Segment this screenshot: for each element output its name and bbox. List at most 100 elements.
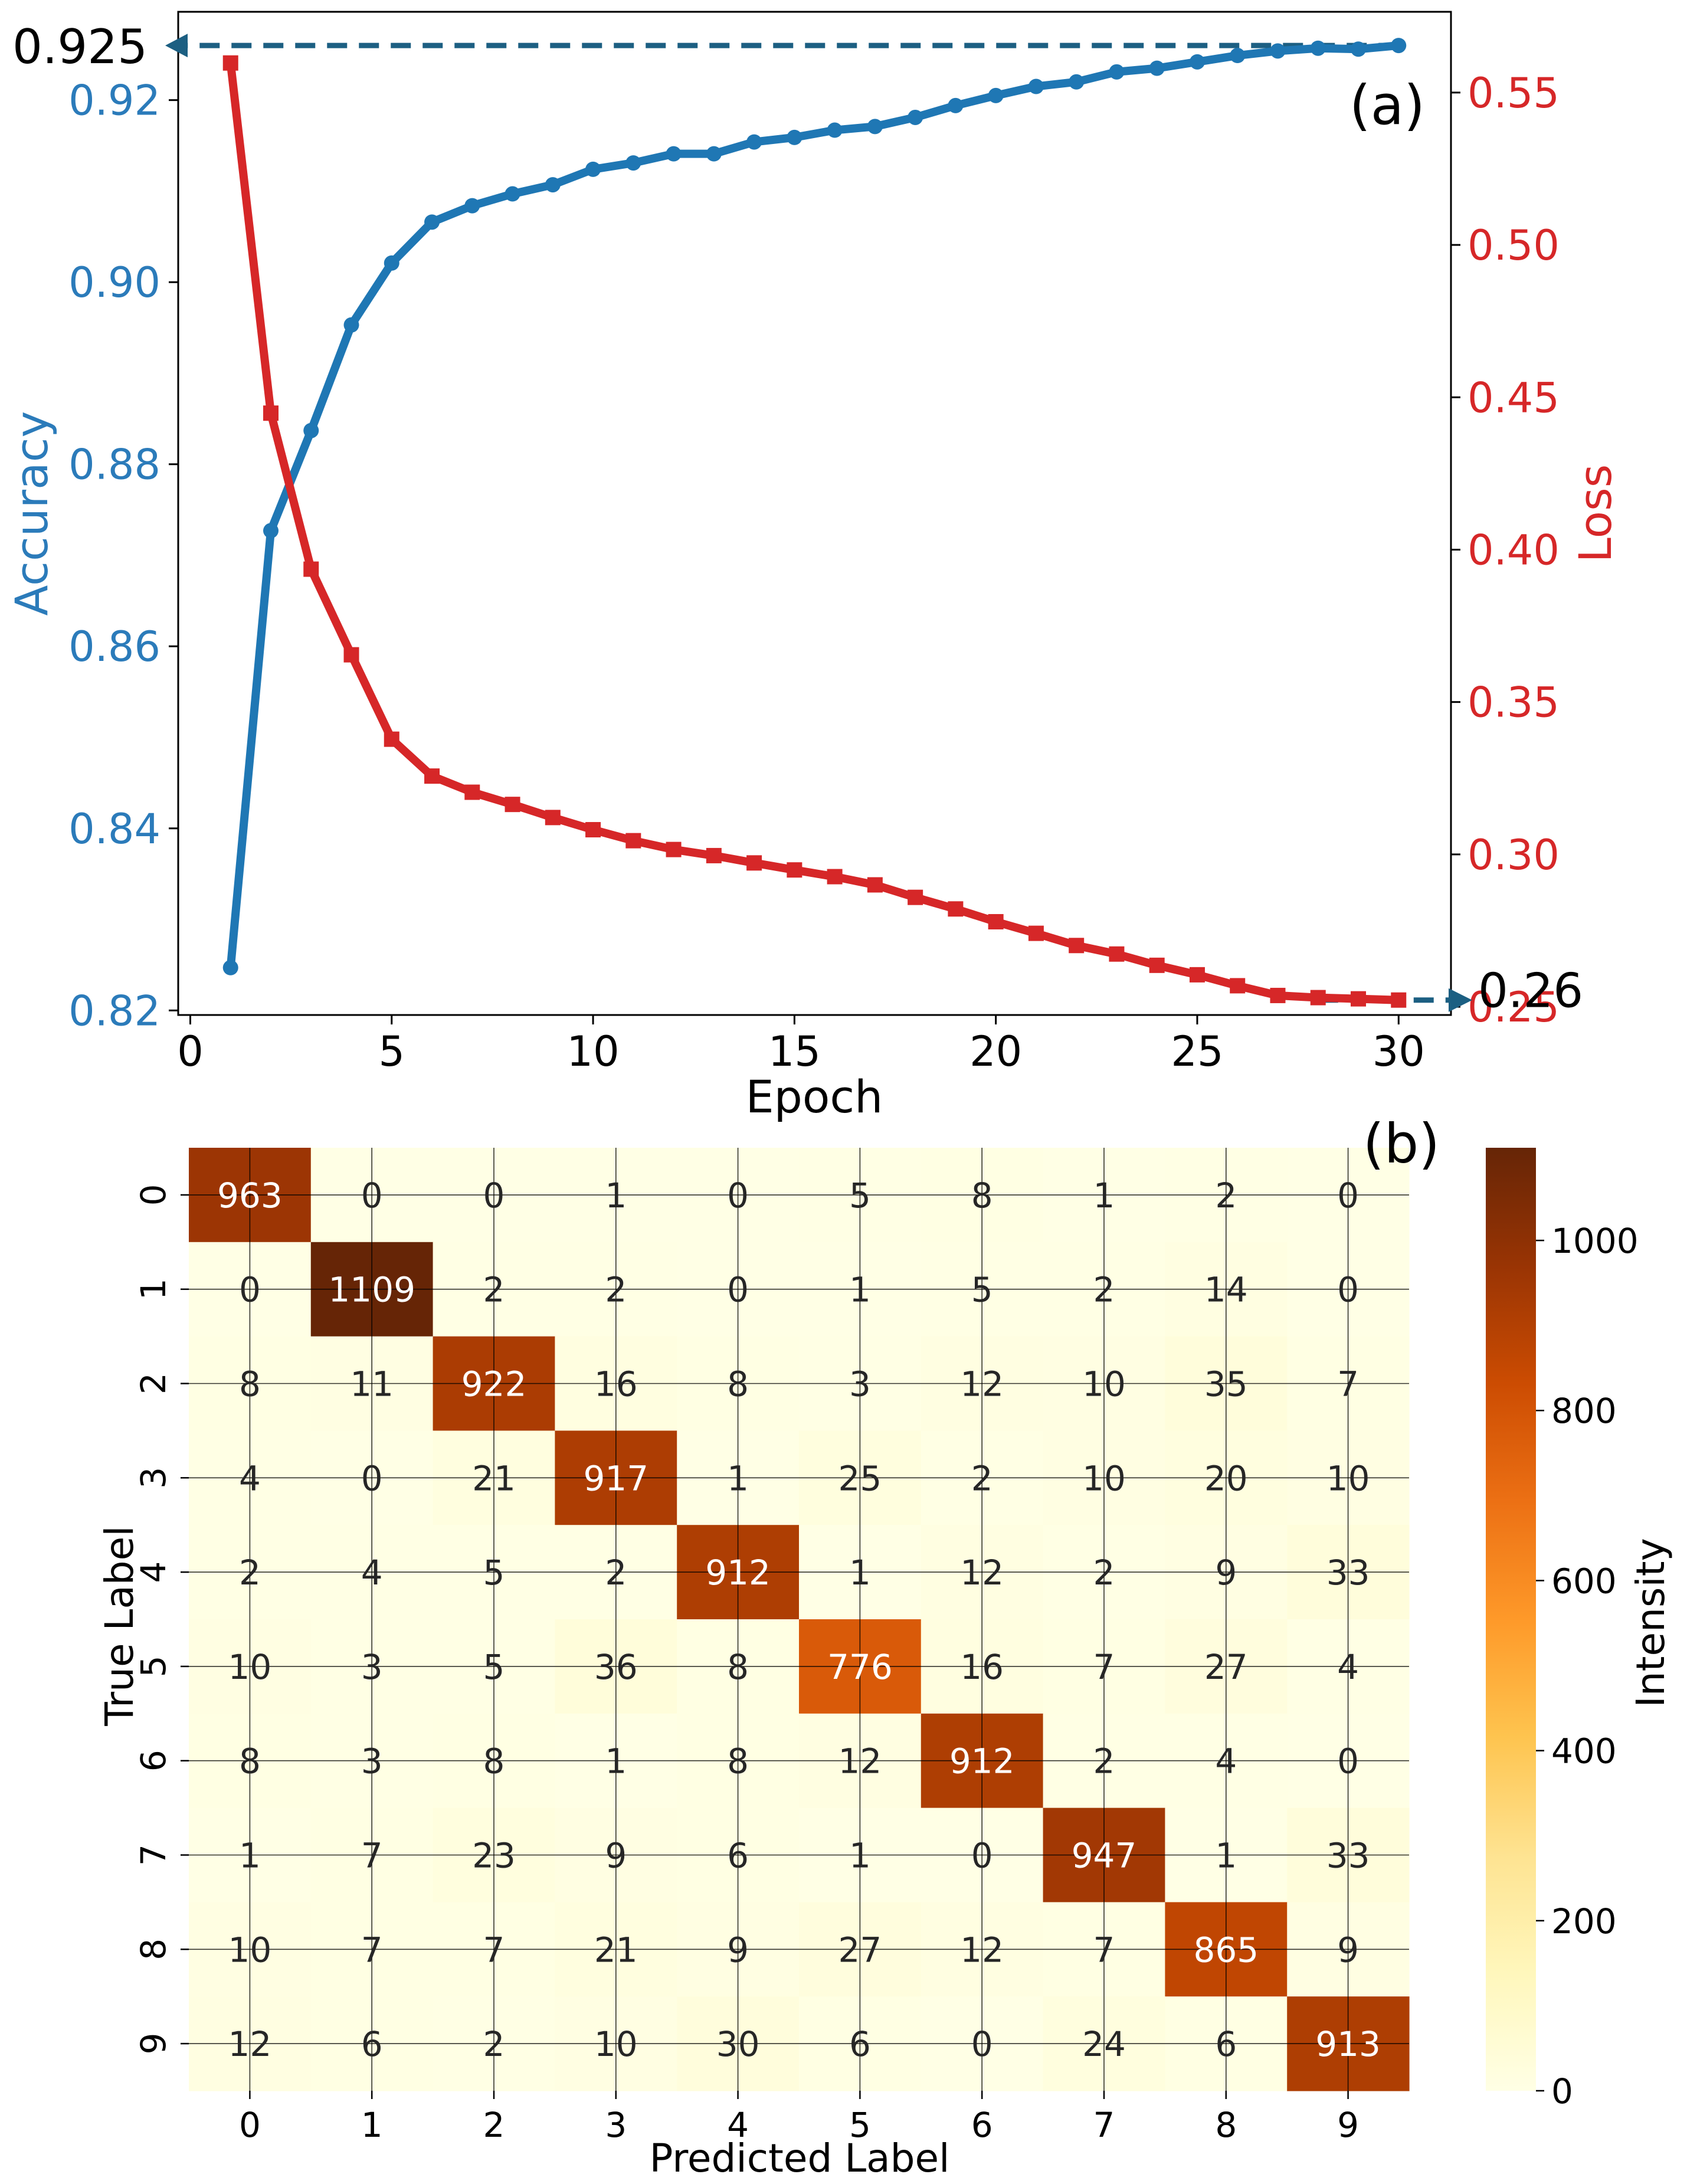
cell-value-label: 0: [727, 1270, 749, 1310]
accuracy-point: [343, 317, 359, 333]
cell-value-label: 0: [1337, 1741, 1359, 1782]
loss-point: [505, 797, 520, 813]
loss-point: [948, 901, 964, 917]
y-tick-label: 8: [133, 1939, 173, 1960]
cell-value-label: 9: [1337, 1930, 1359, 1970]
x-axis-label: Predicted Label: [650, 2136, 950, 2181]
cell-value-label: 10: [228, 1647, 271, 1687]
cell-value-label: 0: [727, 1176, 749, 1216]
loss-point: [303, 561, 319, 577]
accuracy-point: [1109, 64, 1125, 80]
x-tick-label: 10: [567, 1027, 620, 1076]
loss-point: [666, 841, 682, 857]
annotations: 0.925 0.26: [12, 19, 1583, 1019]
colorbar-tick-label: 200: [1551, 1901, 1617, 1941]
series-loss: [222, 55, 1407, 1008]
cell-value-label: 4: [361, 1553, 383, 1593]
accuracy-point: [263, 523, 279, 539]
cell-value-label: 2: [1093, 1553, 1115, 1593]
cell-value-label: 0: [483, 1176, 505, 1216]
cell-value-label: 23: [472, 1836, 516, 1876]
cell-value-label: 24: [1082, 2024, 1126, 2064]
cell-value-label: 10: [228, 1930, 271, 1970]
y-tick-label: 3: [133, 1467, 173, 1489]
cell-value-label: 7: [1337, 1364, 1359, 1404]
x-tick-label: 15: [768, 1027, 821, 1076]
cell-value-label: 1109: [328, 1270, 415, 1310]
panel-b-confusion-matrix: 963 0 0 1 0 5 8 1 2 00 1109 2 2 0 1 5 2 14 08 11 922 16 8 3 12 10…: [97, 1112, 1673, 2181]
cell-value-label: 3: [361, 1647, 383, 1687]
cell-value-label: 7: [1093, 1647, 1115, 1687]
cell-value-label: 912: [705, 1553, 771, 1593]
y-tick-label: 6: [133, 1750, 173, 1772]
loss-point: [827, 869, 843, 885]
loss-point: [746, 855, 762, 871]
x-axis-ticks: 0 5 10 15 20 25 30: [177, 1015, 1425, 1076]
cell-value-label: 0: [1337, 1270, 1359, 1310]
accuracy-point: [666, 146, 682, 162]
cell-value-label: 917: [583, 1458, 648, 1498]
cell-value-label: 1: [849, 1270, 871, 1310]
cell-value-label: 0: [361, 1176, 383, 1216]
cell-value-label: 1: [849, 1836, 871, 1876]
panel-label-a: (a): [1349, 74, 1425, 137]
colorbar-gradient: [1486, 1148, 1536, 2091]
cell-value-label: 776: [827, 1647, 893, 1687]
accuracy-point: [1028, 78, 1044, 94]
cell-value-label: 21: [472, 1458, 516, 1498]
x-tick-label: 8: [1215, 2105, 1237, 2145]
cell-value-label: 913: [1315, 2024, 1381, 2064]
cell-value-label: 12: [960, 1553, 1004, 1593]
left-tick-label: 0.90: [68, 258, 160, 307]
cell-value-label: 0: [361, 1458, 383, 1498]
loss-point: [1351, 991, 1367, 1007]
loss-point: [585, 822, 601, 838]
colorbar-tick-label: 400: [1551, 1731, 1617, 1772]
cell-value-label: 9: [727, 1930, 749, 1970]
cell-value-label: 0: [971, 2024, 993, 2064]
loss-point: [464, 784, 480, 800]
cell-value-label: 0: [239, 1270, 261, 1310]
cell-value-label: 3: [849, 1364, 871, 1404]
x-tick-label: 7: [1093, 2105, 1115, 2145]
cell-value-label: 922: [461, 1364, 527, 1404]
cell-value-label: 2: [1093, 1741, 1115, 1782]
x-tick-label: 0: [239, 2105, 261, 2145]
plot-area-frame: [177, 11, 1452, 1016]
loss-point: [263, 405, 279, 421]
x-tick-label: 25: [1171, 1027, 1223, 1076]
left-tick-label: 0.86: [68, 623, 160, 671]
accuracy-point: [1189, 54, 1205, 70]
loss-point: [1189, 967, 1205, 983]
accuracy-point: [948, 97, 964, 113]
cell-value-label: 1: [1093, 1176, 1115, 1216]
accuracy-point: [464, 198, 480, 214]
x-tick-label: 4: [727, 2105, 749, 2145]
loss-point: [384, 731, 399, 747]
cell-value-label: 2: [605, 1270, 627, 1310]
cell-value-label: 7: [483, 1930, 505, 1970]
right-tick-label: 0.50: [1467, 221, 1560, 270]
accuracy-point: [1149, 60, 1165, 76]
right-tick-label: 0.25: [1467, 983, 1560, 1032]
cell-value-label: 12: [228, 2024, 271, 2064]
cell-value-label: 865: [1193, 1930, 1259, 1970]
cell-value-label: 12: [960, 1930, 1004, 1970]
loss-point: [222, 55, 238, 71]
cell-value-label: 8: [727, 1364, 749, 1404]
colorbar-tick-label: 600: [1551, 1561, 1617, 1601]
cell-value-label: 7: [1093, 1930, 1115, 1970]
right-axis-ticks: 0.25 0.30 0.35 0.40 0.45 0.50 0.55: [1451, 69, 1560, 1032]
cell-value-label: 7: [361, 1930, 383, 1970]
cell-value-label: 4: [1215, 1741, 1237, 1782]
colorbar-ticks: 0 200 400 600 800 1000: [1536, 1221, 1639, 2111]
y-tick-label: 2: [133, 1373, 173, 1394]
cell-value-label: 912: [949, 1741, 1015, 1782]
accuracy-point: [787, 129, 802, 145]
accuracy-point: [867, 119, 883, 135]
cell-value-label: 8: [239, 1741, 261, 1782]
cell-value-label: 16: [960, 1647, 1004, 1687]
annotation-arrowhead: [165, 34, 188, 58]
colorbar-tick-label: 0: [1551, 2071, 1573, 2111]
